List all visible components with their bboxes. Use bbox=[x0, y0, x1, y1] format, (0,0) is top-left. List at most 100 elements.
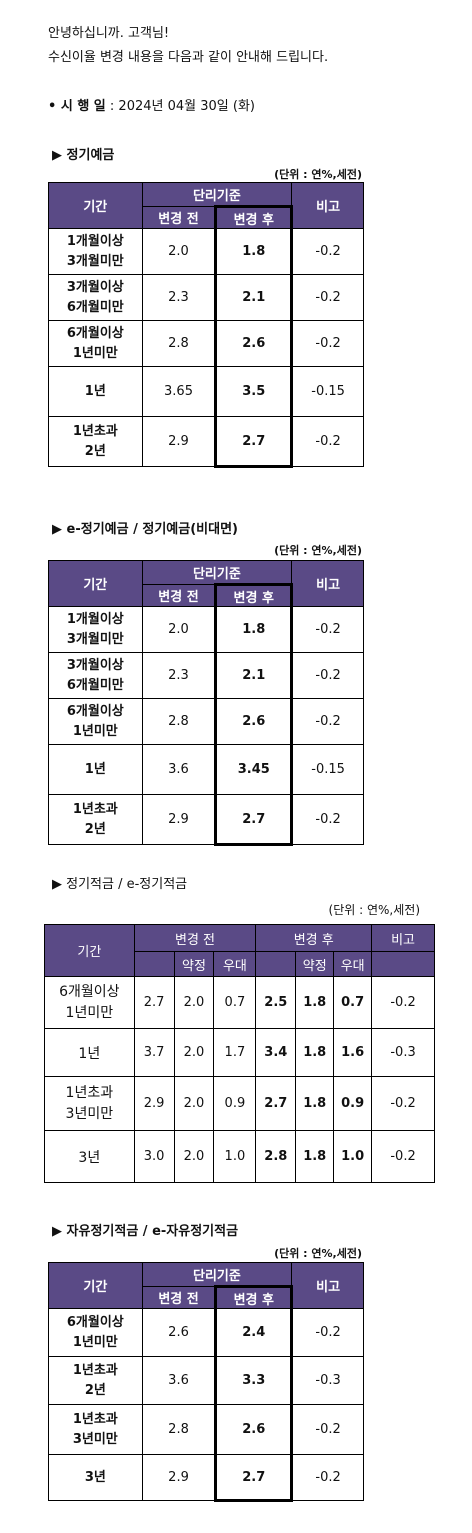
header-bonus: 우대 bbox=[333, 951, 373, 977]
before-total: 3.0 bbox=[133, 1130, 175, 1183]
table-row: 1년초과 3년미만 2.8 2.6 -0.2 bbox=[48, 1404, 364, 1455]
period-cell: 1년 bbox=[48, 366, 143, 417]
period-cell: 1개월이상 3개월미만 bbox=[48, 606, 143, 653]
before-bonus: 1.0 bbox=[213, 1130, 257, 1183]
effective-date: • 시 행 일 : 2024년 04월 30일 (화) bbox=[48, 95, 255, 114]
header-period: 기간 bbox=[48, 560, 143, 607]
header-note: 비고 bbox=[291, 1262, 364, 1309]
before-rate: 2.6 bbox=[141, 1308, 217, 1357]
section-title-2: ▶ e-정기예금 / 정기예금(비대면) bbox=[52, 522, 238, 537]
after-bonus: 1.6 bbox=[333, 1028, 373, 1077]
before-rate: 2.8 bbox=[141, 698, 217, 745]
header-blank bbox=[371, 951, 435, 977]
header-after: 변경 후 bbox=[214, 1285, 294, 1309]
after-agreed: 1.8 bbox=[295, 1028, 335, 1077]
before-bonus: 1.7 bbox=[213, 1028, 257, 1077]
before-agreed: 2.0 bbox=[173, 976, 215, 1029]
header-note: 비고 bbox=[291, 182, 364, 229]
before-rate: 2.9 bbox=[141, 794, 217, 845]
header-after: 변경 후 bbox=[214, 205, 294, 229]
table-row: 3년 2.9 2.7 -0.2 bbox=[48, 1454, 364, 1502]
note-cell: -0.15 bbox=[291, 366, 364, 417]
period-cell: 1년초과 2년 bbox=[48, 1356, 143, 1405]
header-before: 변경 전 bbox=[133, 924, 257, 952]
note-cell: -0.2 bbox=[291, 794, 364, 845]
after-bonus: 1.0 bbox=[333, 1130, 373, 1183]
period-cell: 1년초과 3년미만 bbox=[48, 1404, 143, 1455]
note-cell: -0.2 bbox=[371, 976, 435, 1029]
after-rate: 3.45 bbox=[214, 744, 294, 795]
header-note: 비고 bbox=[291, 560, 364, 607]
before-bonus: 0.7 bbox=[213, 976, 257, 1029]
after-agreed: 1.8 bbox=[295, 1076, 335, 1131]
note-cell: -0.15 bbox=[291, 744, 364, 795]
header-period: 기간 bbox=[44, 924, 135, 977]
period-cell: 6개월이상 1년미만 bbox=[48, 698, 143, 745]
greeting: 안녕하십니까. 고객님! bbox=[48, 26, 170, 41]
section-title-4: ▶ 자유정기적금 / e-자유정기적금 bbox=[52, 1224, 239, 1239]
note-cell: -0.2 bbox=[291, 1404, 364, 1455]
unit-label-1: (단위 : 연%,세전) bbox=[274, 168, 362, 181]
table-row: 1개월이상 3개월미만 2.0 1.8 -0.2 bbox=[48, 606, 364, 653]
before-total: 2.9 bbox=[133, 1076, 175, 1131]
section-title-1: ▶ 정기예금 bbox=[52, 148, 115, 163]
note-cell: -0.2 bbox=[291, 606, 364, 653]
rate-table-4: 기간 단리기준 비고 변경 전 변경 후 6개월이상 1년미만 2.6 2.4 -… bbox=[48, 1262, 364, 1502]
rate-table-2: 기간 단리기준 비고 변경 전 변경 후 1개월이상 3개월미만 2.0 1.8 … bbox=[48, 560, 364, 846]
before-agreed: 2.0 bbox=[173, 1076, 215, 1131]
period-cell: 6개월이상 1년미만 bbox=[44, 976, 135, 1029]
period-cell: 1년초과 2년 bbox=[48, 416, 143, 467]
date-value: : 2024년 04월 30일 (화) bbox=[105, 99, 255, 114]
note-cell: -0.2 bbox=[291, 698, 364, 745]
note-cell: -0.2 bbox=[291, 228, 364, 275]
rate-table-1: 기간 단리기준 비고 변경 전 변경 후 1개월이상 3개월미만 2.0 1.8 … bbox=[48, 182, 364, 468]
before-rate: 2.9 bbox=[141, 416, 217, 467]
period-cell: 3개월이상 6개월미만 bbox=[48, 652, 143, 699]
before-rate: 2.3 bbox=[141, 274, 217, 321]
period-cell: 1년 bbox=[48, 744, 143, 795]
table-row: 1년초과 2년 2.9 2.7 -0.2 bbox=[48, 794, 364, 846]
after-rate: 2.7 bbox=[214, 1454, 294, 1502]
note-cell: -0.2 bbox=[371, 1130, 435, 1183]
before-rate: 3.6 bbox=[141, 744, 217, 795]
table-row: 6개월이상 1년미만 2.8 2.6 -0.2 bbox=[48, 320, 364, 367]
after-rate: 2.7 bbox=[214, 416, 294, 468]
table-row: 3개월이상 6개월미만 2.3 2.1 -0.2 bbox=[48, 274, 364, 321]
header-after: 변경 후 bbox=[214, 583, 294, 607]
header-period: 기간 bbox=[48, 182, 143, 229]
before-rate: 2.0 bbox=[141, 228, 217, 275]
after-total: 2.5 bbox=[255, 976, 297, 1029]
note-cell: -0.2 bbox=[291, 1454, 364, 1501]
before-total: 3.7 bbox=[133, 1028, 175, 1077]
table-row: 1개월이상 3개월미만 2.0 1.8 -0.2 bbox=[48, 228, 364, 275]
unit-label-4: (단위 : 연%,세전) bbox=[274, 1247, 362, 1260]
after-rate: 2.6 bbox=[214, 320, 294, 367]
period-cell: 3년 bbox=[48, 1454, 143, 1501]
after-rate: 2.1 bbox=[214, 652, 294, 699]
before-rate: 3.6 bbox=[141, 1356, 217, 1405]
table-row: 1년초과 3년미만 2.9 2.0 0.9 2.7 1.8 0.9 -0.2 bbox=[44, 1076, 435, 1131]
before-total: 2.7 bbox=[133, 976, 175, 1029]
after-total: 2.8 bbox=[255, 1130, 297, 1183]
after-rate: 2.4 bbox=[214, 1308, 294, 1357]
header-period: 기간 bbox=[48, 1262, 143, 1309]
after-rate: 3.5 bbox=[214, 366, 294, 417]
section-title-3: ▶ 정기적금 / e-정기적금 bbox=[52, 877, 188, 892]
period-cell: 3개월이상 6개월미만 bbox=[48, 274, 143, 321]
header-agreed: 약정 bbox=[295, 951, 335, 977]
rate-table-3: 기간 변경 전 변경 후 비고 약정 우대 약정 우대 6개월이상 1년미만 2.… bbox=[44, 924, 435, 1183]
note-cell: -0.2 bbox=[291, 320, 364, 367]
after-rate: 2.6 bbox=[214, 1404, 294, 1455]
after-agreed: 1.8 bbox=[295, 976, 335, 1029]
header-note: 비고 bbox=[371, 924, 435, 952]
note-cell: -0.3 bbox=[371, 1028, 435, 1077]
table-row: 6개월이상 1년미만 2.8 2.6 -0.2 bbox=[48, 698, 364, 745]
table-row: 1년 3.6 3.45 -0.15 bbox=[48, 744, 364, 795]
after-rate: 1.8 bbox=[214, 606, 294, 653]
header-simple: 단리기준 bbox=[141, 182, 293, 207]
table-row: 3개월이상 6개월미만 2.3 2.1 -0.2 bbox=[48, 652, 364, 699]
header-before: 변경 전 bbox=[141, 584, 217, 607]
after-rate: 2.6 bbox=[214, 698, 294, 745]
after-rate: 2.1 bbox=[214, 274, 294, 321]
header-simple: 단리기준 bbox=[141, 1262, 293, 1287]
